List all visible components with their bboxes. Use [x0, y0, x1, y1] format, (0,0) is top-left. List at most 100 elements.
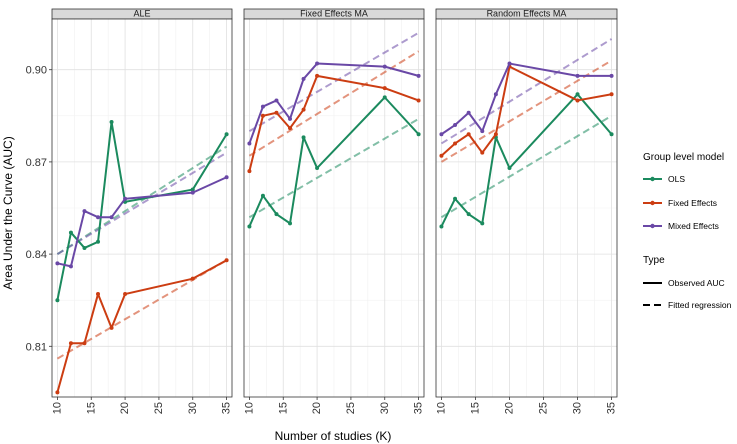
x-tick-label: 15 [277, 402, 289, 414]
data-point-fixed-effects [315, 73, 320, 78]
data-point-ols [301, 135, 306, 140]
legend-ols-point [650, 176, 655, 182]
x-axis-random-effects-ma: 10 15 20 25 30 35 [435, 397, 618, 414]
data-point-ols [260, 193, 265, 198]
x-tick-label: 15 [85, 402, 97, 414]
data-point-ols [68, 230, 73, 235]
x-tick-label: 10 [51, 402, 63, 414]
data-point-ols [109, 119, 114, 124]
fits-ale [56, 145, 228, 360]
x-axis-title: Number of studies (K) [275, 429, 392, 443]
legend-mixed-effects-label: Mixed Effects [668, 221, 719, 231]
panel-ale: ALE 10 15 20 25 30 35 [51, 9, 232, 415]
gridlines-fixed-effects-ma [244, 19, 424, 397]
x-tick-label: 15 [469, 402, 481, 414]
data-point-fixed-effects [453, 141, 458, 146]
y-tick-label: 0.84 [26, 249, 47, 261]
x-axis-fixed-effects-ma: 10 15 20 25 30 35 [243, 397, 425, 414]
data-point-mixed-effects [96, 215, 101, 220]
strip-label-fixed-effects-ma: Fixed Effects MA [300, 9, 368, 19]
gridlines-ale [52, 19, 232, 397]
data-point-fixed-effects [96, 292, 101, 297]
data-point-mixed-effects [247, 141, 252, 146]
legend-fixed-effects-point [650, 200, 655, 206]
gridlines-random-effects-ma [436, 19, 617, 397]
legend-fixed-effects-label: Fixed Effects [668, 198, 717, 208]
data-point-fixed-effects [109, 325, 114, 330]
strip-label-ale: ALE [133, 9, 150, 19]
legend: Group level model OLS Fixed Effects Mixe… [643, 152, 732, 310]
data-point-ols [288, 221, 293, 226]
data-point-mixed-effects [382, 64, 387, 69]
data-point-mixed-effects [109, 215, 114, 220]
data-point-fixed-effects [480, 150, 485, 155]
data-point-ols [274, 212, 279, 217]
y-tick-label: 0.87 [26, 157, 47, 169]
data-point-mixed-effects [416, 73, 421, 78]
series-line-fixed-effects [248, 74, 419, 172]
data-point-mixed-effects [82, 209, 87, 214]
series-line-fixed-effects [440, 65, 612, 157]
legend-item-fitted-regression: Fitted regression [643, 300, 732, 310]
data-point-mixed-effects [609, 73, 614, 78]
data-point-ols [190, 187, 195, 192]
fit-line-mixed-effects [440, 38, 613, 145]
data-point-mixed-effects [466, 110, 471, 115]
y-tick-label: 0.81 [26, 341, 47, 353]
series-line-mixed-effects [440, 62, 612, 136]
x-tick-label: 35 [606, 402, 618, 414]
data-point-mixed-effects [493, 92, 498, 97]
data-point-ols [82, 245, 87, 250]
data-point-ols [96, 239, 101, 244]
data-point-fixed-effects [382, 86, 387, 91]
data-point-fixed-effects [82, 341, 87, 346]
legend-groups-title: Group level model [643, 152, 724, 163]
series-line-mixed-effects [248, 62, 419, 144]
data-point-mixed-effects [190, 190, 195, 195]
data-point-mixed-effects [55, 261, 60, 266]
data-point-mixed-effects [260, 104, 265, 109]
series-fixed-effects-ma [247, 61, 421, 229]
legend-item-ols: OLS [643, 174, 685, 184]
x-tick-label: 30 [572, 402, 584, 414]
x-tick-label: 20 [119, 402, 131, 414]
panel-border-ale [51, 18, 233, 398]
y-axis: 0.81 0.84 0.87 0.90 [26, 65, 52, 353]
data-point-mixed-effects [507, 61, 512, 66]
x-tick-label: 10 [243, 402, 255, 414]
series-random-effects-ma [439, 61, 614, 229]
data-point-fixed-effects [575, 98, 580, 103]
data-point-fixed-effects [274, 110, 279, 115]
legend-mixed-effects-point [650, 223, 655, 229]
data-point-mixed-effects [575, 73, 580, 78]
data-point-ols [480, 221, 485, 226]
data-point-ols [439, 224, 444, 229]
data-point-ols [382, 95, 387, 100]
data-point-ols [466, 212, 471, 217]
data-point-ols [247, 224, 252, 229]
legend-item-observed-auc: Observed AUC [643, 278, 725, 288]
data-point-mixed-effects [68, 264, 73, 269]
data-point-fixed-effects [68, 341, 73, 346]
panel-random-effects-ma: Random Effects MA 10 15 20 25 30 35 [435, 9, 617, 415]
series-line-ols [56, 120, 228, 301]
data-point-fixed-effects [123, 292, 128, 297]
legend-ols-label: OLS [668, 174, 685, 184]
panel-border-random-effects-ma [435, 18, 618, 398]
x-tick-label: 25 [345, 402, 357, 414]
x-axis-ale: 10 15 20 25 30 35 [51, 397, 233, 414]
fit-line-fixed-effects [440, 59, 613, 163]
series-ale [55, 119, 229, 395]
x-tick-label: 35 [413, 402, 425, 414]
data-point-fixed-effects [224, 258, 229, 263]
fits-random-effects-ma [440, 38, 613, 219]
data-point-ols [609, 132, 614, 137]
data-point-fixed-effects [493, 132, 498, 137]
data-point-mixed-effects [439, 132, 444, 137]
x-tick-label: 20 [311, 402, 323, 414]
x-tick-label: 10 [435, 402, 447, 414]
data-point-fixed-effects [288, 126, 293, 131]
data-point-fixed-effects [190, 276, 195, 281]
data-point-mixed-effects [123, 196, 128, 201]
legend-fitted-label: Fitted regression [668, 300, 732, 310]
